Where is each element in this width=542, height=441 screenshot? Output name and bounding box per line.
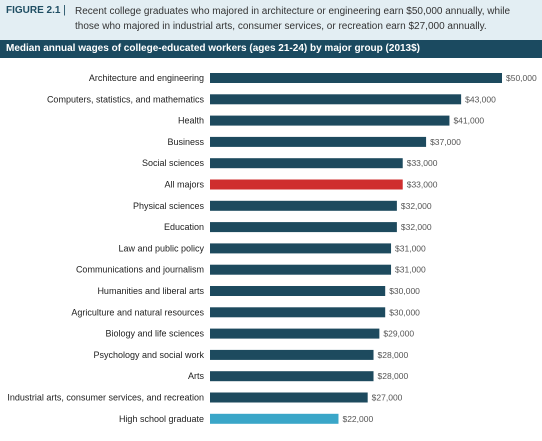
value-label: $33,000	[407, 180, 438, 190]
bar	[210, 328, 380, 339]
bar	[210, 371, 374, 382]
category-label: Industrial arts, consumer services, and …	[7, 393, 204, 403]
category-label: Social sciences	[142, 158, 205, 168]
value-label: $33,000	[407, 158, 438, 168]
category-label: Education	[164, 222, 204, 232]
bar	[210, 158, 403, 169]
category-label: Psychology and social work	[93, 350, 204, 360]
category-label: Biology and life sciences	[105, 329, 204, 339]
value-label: $28,000	[378, 371, 409, 381]
value-label: $28,000	[378, 350, 409, 360]
value-label: $29,000	[383, 329, 414, 339]
value-label: $37,000	[430, 137, 461, 147]
value-label: $22,000	[342, 414, 373, 424]
bar	[210, 179, 403, 190]
bar	[210, 286, 386, 296]
caption-text: Recent college graduates who majored in …	[75, 6, 511, 32]
category-label: Health	[178, 116, 204, 126]
bar	[210, 73, 502, 83]
bar	[210, 307, 386, 318]
caption-separator: |	[63, 4, 66, 16]
bar	[210, 392, 368, 403]
category-label: Communications and journalism	[76, 265, 204, 275]
category-label: Agriculture and natural resources	[71, 307, 204, 317]
chart-title-bar: Median annual wages of college-educated …	[0, 40, 542, 58]
value-label: $32,000	[401, 201, 432, 211]
chart-title: Median annual wages of college-educated …	[6, 43, 421, 54]
category-label: Humanities and liberal arts	[97, 286, 204, 296]
value-label: $43,000	[465, 94, 496, 104]
bar	[210, 413, 339, 424]
bar	[210, 349, 374, 360]
bar	[210, 264, 392, 275]
category-label: All majors	[164, 180, 204, 190]
value-label: $50,000	[506, 73, 537, 83]
bar	[210, 222, 397, 233]
bar-chart: Architecture and engineering $50,000 Compu…	[7, 73, 537, 424]
figure-caption: FIGURE 2.1 | Recent college graduates wh…	[0, 0, 542, 40]
category-label: Physical sciences	[133, 201, 205, 211]
category-label: Computers, statistics, and mathematics	[47, 94, 205, 104]
value-label: $30,000	[389, 307, 420, 317]
category-label: Business	[167, 137, 204, 147]
bar	[210, 94, 462, 105]
value-label: $27,000	[372, 393, 403, 403]
value-label: $30,000	[389, 286, 420, 296]
value-label: $31,000	[395, 265, 426, 275]
bar	[210, 243, 392, 254]
bar	[210, 115, 450, 126]
category-label: Architecture and engineering	[89, 73, 204, 83]
value-label: $31,000	[395, 243, 426, 253]
category-label: Arts	[188, 371, 205, 381]
value-label: $32,000	[401, 222, 432, 232]
category-label: Law and public policy	[118, 243, 204, 253]
category-label: High school graduate	[119, 414, 204, 424]
figure-label: FIGURE 2.1	[6, 5, 61, 16]
bar	[210, 200, 397, 211]
bar	[210, 136, 427, 147]
value-label: $41,000	[453, 116, 484, 126]
